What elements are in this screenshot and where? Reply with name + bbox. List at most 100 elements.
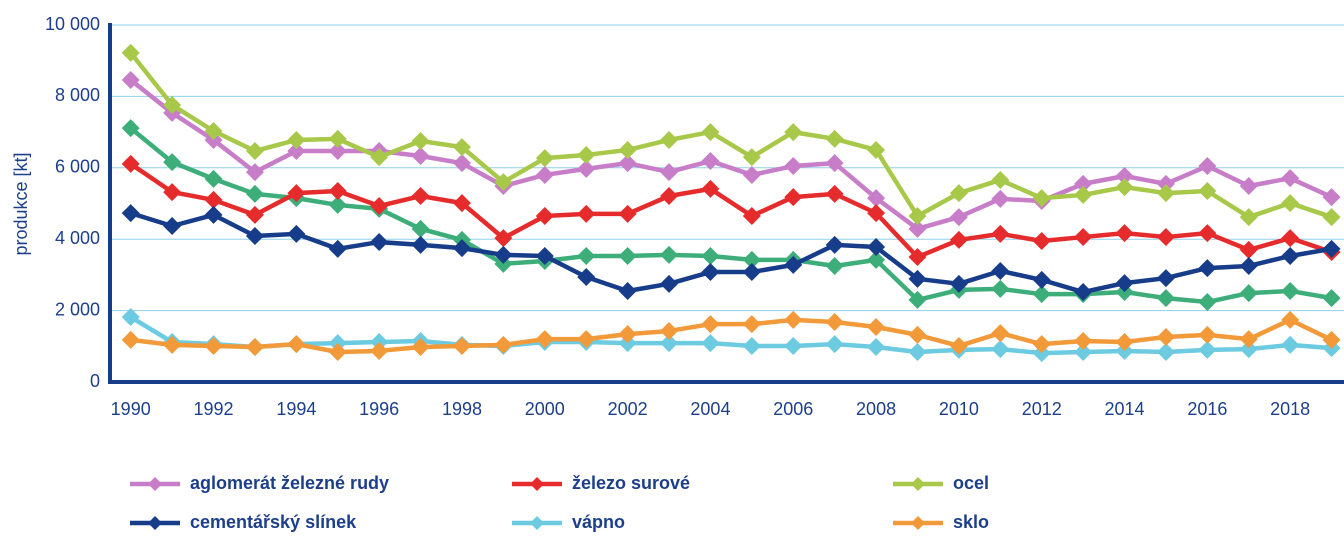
point-marker: [991, 279, 1010, 298]
point-marker: [1156, 184, 1175, 203]
point-marker: [121, 330, 140, 349]
point-marker: [825, 335, 844, 354]
point-marker: [618, 140, 637, 159]
point-marker: [1239, 208, 1258, 227]
point-marker: [452, 336, 471, 355]
point-marker: [701, 152, 720, 171]
point-marker: [742, 336, 761, 355]
point-marker: [494, 229, 513, 248]
point-marker: [245, 338, 264, 357]
point-marker: [1156, 328, 1175, 347]
point-marker: [245, 226, 264, 245]
series-line: [129, 126, 1332, 305]
point-marker: [991, 189, 1010, 208]
point-marker: [908, 269, 927, 288]
point-marker: [328, 129, 347, 148]
point-marker: [1074, 228, 1093, 247]
legend-marker: [530, 477, 544, 491]
point-marker: [121, 70, 140, 89]
point-marker: [825, 154, 844, 173]
point-marker: [1239, 256, 1258, 275]
point-marker: [825, 184, 844, 203]
point-marker: [577, 268, 596, 287]
point-marker: [328, 343, 347, 362]
point-marker: [1198, 293, 1217, 312]
point-marker: [287, 184, 306, 203]
point-marker: [411, 235, 430, 254]
point-marker: [1281, 229, 1300, 248]
point-marker: [204, 205, 223, 224]
point-marker: [867, 140, 886, 159]
point-marker: [1239, 284, 1258, 303]
point-marker: [742, 315, 761, 334]
legend-label: vápno: [572, 512, 625, 532]
point-marker: [411, 219, 430, 238]
x-tick-label: 2012: [1022, 399, 1062, 419]
point-marker: [1322, 289, 1341, 308]
point-marker: [991, 324, 1010, 343]
point-marker: [701, 263, 720, 282]
point-marker: [535, 149, 554, 168]
point-marker: [1198, 325, 1217, 344]
point-marker: [1239, 240, 1258, 259]
point-marker: [411, 338, 430, 357]
y-axis-label: produkce [kt]: [11, 152, 31, 255]
x-tick-label: 2010: [939, 399, 979, 419]
point-marker: [163, 95, 182, 114]
point-marker: [1239, 330, 1258, 349]
point-marker: [287, 130, 306, 149]
point-marker: [494, 335, 513, 354]
point-marker: [742, 250, 761, 269]
point-marker: [411, 147, 430, 166]
point-marker: [535, 206, 554, 225]
point-marker: [1322, 239, 1341, 258]
point-marker: [577, 204, 596, 223]
point-marker: [618, 281, 637, 300]
point-marker: [660, 163, 679, 182]
point-marker: [411, 132, 430, 151]
point-marker: [742, 165, 761, 184]
point-marker: [452, 194, 471, 213]
point-marker: [949, 230, 968, 249]
point-marker: [1281, 335, 1300, 354]
legend-label: železo surové: [572, 473, 690, 493]
point-marker: [908, 290, 927, 309]
point-marker: [660, 334, 679, 353]
x-tick-label: 2004: [690, 399, 730, 419]
point-marker: [1032, 285, 1051, 304]
point-marker: [825, 129, 844, 148]
point-marker: [245, 184, 264, 203]
point-marker: [1115, 274, 1134, 293]
point-marker: [1322, 208, 1341, 227]
point-marker: [1115, 178, 1134, 197]
point-marker: [1074, 174, 1093, 193]
point-marker: [1115, 224, 1134, 243]
point-marker: [1198, 182, 1217, 201]
series-line: [130, 210, 1332, 295]
point-marker: [908, 325, 927, 344]
point-marker: [535, 330, 554, 349]
point-marker: [1115, 333, 1134, 352]
point-marker: [867, 238, 886, 257]
point-marker: [1156, 228, 1175, 247]
point-marker: [908, 219, 927, 238]
point-marker: [1281, 310, 1300, 329]
point-marker: [1115, 167, 1134, 186]
point-marker: [908, 343, 927, 362]
point-marker: [1281, 246, 1300, 265]
point-marker: [949, 274, 968, 293]
x-tick-label: 2002: [608, 399, 648, 419]
point-marker: [577, 246, 596, 265]
point-marker: [577, 159, 596, 178]
x-tick-label: 2006: [773, 399, 813, 419]
legend-marker: [530, 516, 544, 530]
point-marker: [825, 256, 844, 275]
point-marker: [1074, 331, 1093, 350]
point-marker: [1198, 340, 1217, 359]
point-marker: [287, 224, 306, 243]
point-marker: [867, 318, 886, 337]
point-marker: [1156, 289, 1175, 308]
point-marker: [411, 187, 430, 206]
point-marker: [245, 142, 264, 161]
legend-label: aglomerát železné rudy: [190, 473, 389, 493]
